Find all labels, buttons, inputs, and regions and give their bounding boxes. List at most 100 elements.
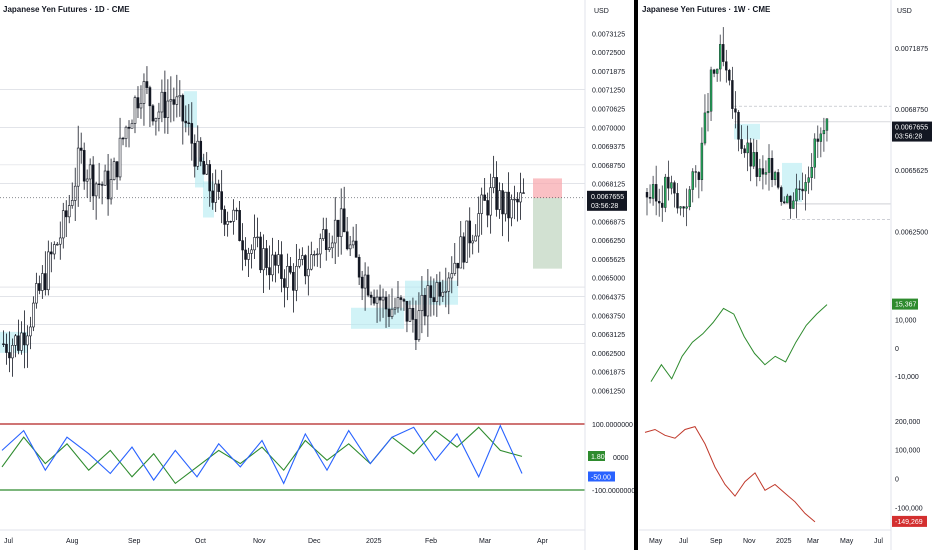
weekly-candle-bull — [679, 206, 682, 209]
weekly-candle-bull — [786, 195, 789, 204]
weekly-candle-bear — [761, 168, 765, 175]
candle-bear — [516, 198, 519, 203]
candle-bull — [130, 123, 134, 129]
weekly-candle-bear — [694, 171, 697, 173]
candle-bear — [223, 209, 226, 225]
candle-bear — [127, 126, 131, 129]
candle-bull — [307, 268, 310, 277]
weekly-candle-bull — [700, 142, 704, 180]
weekly-price-tick: 0.0065625 — [895, 168, 928, 175]
candle-bull — [318, 238, 322, 255]
candle-bear — [145, 81, 149, 88]
candle-bull — [47, 251, 50, 291]
price-tick-label: 0.0061250 — [592, 388, 625, 395]
weekly-candle-bear — [667, 176, 670, 189]
currency-label: USD — [594, 8, 609, 15]
candle-bear — [304, 255, 307, 277]
countdown-value: 03:56:28 — [591, 203, 618, 210]
date-tick-label: Jul — [4, 538, 13, 545]
weekly-date-label: Jul — [874, 538, 883, 545]
price-tick-label: 0.0070625 — [592, 106, 625, 113]
candle-bear — [5, 343, 8, 353]
weekly-price-axis: 0.0071875 0.0068750 0.0065625 0.0062500 0.00… — [890, 0, 932, 550]
candle-bear — [220, 191, 223, 210]
candle-bear — [79, 147, 83, 151]
candle-bull — [232, 209, 235, 222]
candle-bear — [357, 256, 361, 278]
candle-bear — [384, 296, 388, 310]
candle-bear — [501, 190, 504, 215]
weekly-candle-bear — [673, 182, 676, 194]
price-tick-label: 0.0069375 — [592, 144, 625, 151]
candle-bear — [241, 240, 244, 251]
weekly-zones — [734, 105, 891, 220]
weekly-candle-bull — [792, 200, 795, 209]
cot-a-tick: -10,000 — [895, 374, 919, 381]
weekly-candle-bear — [676, 193, 679, 209]
candle-bear — [462, 236, 466, 263]
candle-bull — [310, 254, 313, 270]
candle-bull — [139, 103, 143, 109]
candle-bull — [444, 290, 448, 293]
daily-chart-panel[interactable]: 0.0073125 0.0072500 0.0071875 0.0071250 0.00… — [0, 0, 634, 550]
candle-bear — [399, 297, 403, 300]
price-tick-label: 0.0068125 — [592, 182, 625, 189]
date-tick-label: Feb — [425, 538, 437, 545]
weekly-candle-bull — [804, 182, 807, 192]
candle-bull — [112, 161, 116, 180]
cot-b-badge — [892, 515, 927, 527]
weekly-candle-bear — [755, 152, 759, 177]
weekly-candle-bear — [779, 187, 783, 202]
candle-bull — [408, 307, 412, 322]
weekly-chart-panel[interactable]: 0.0071875 0.0068750 0.0065625 0.0062500 0.00… — [639, 0, 932, 550]
price-tick-label: 0.0061875 — [592, 370, 625, 377]
oscillator-series-blue — [1, 424, 523, 485]
weekly-candle-bull — [706, 111, 710, 114]
panel-divider[interactable] — [634, 0, 638, 550]
weekly-candle-bear — [682, 206, 685, 209]
candle-bull — [315, 253, 319, 256]
candle-bull — [58, 237, 62, 245]
candle-bull — [450, 273, 454, 279]
weekly-date-axis: May Jul Sep Nov 2025 Mar May Jul — [639, 529, 891, 545]
date-axis: Jul Aug Sep Oct Nov Dec 2025 Feb Mar Apr — [0, 529, 585, 545]
candle-bull — [426, 285, 430, 317]
date-tick-label: Mar — [479, 538, 492, 545]
price-grid — [0, 89, 585, 344]
candle-bull — [247, 253, 250, 260]
weekly-date-label: Nov — [743, 538, 756, 545]
candle-bear — [17, 335, 20, 351]
weekly-candle-bear — [697, 172, 701, 180]
price-tick-label: 0.0065000 — [592, 276, 625, 283]
cot-b-badge-value: -149,269 — [895, 519, 923, 526]
daily-chart-svg[interactable]: 0.0073125 0.0072500 0.0071875 0.0071250 0.00… — [0, 0, 634, 550]
price-tick-label: 0.0066250 — [592, 238, 625, 245]
weekly-candle-bear — [722, 44, 725, 62]
candle-bear — [229, 221, 232, 223]
weekly-candle-bull — [664, 176, 667, 208]
price-tick-label: 0.0063750 — [592, 313, 625, 320]
candle-bull — [465, 220, 469, 263]
candle-bear — [181, 95, 185, 122]
weekly-candle-bull — [670, 182, 673, 189]
candle-bull — [381, 296, 385, 301]
weekly-candle-bull — [685, 206, 688, 209]
weekly-candle-bear — [737, 111, 740, 140]
candle-bear — [244, 249, 247, 260]
candle-bear — [187, 122, 191, 124]
weekly-chart-svg[interactable]: 0.0071875 0.0068750 0.0065625 0.0062500 0.00… — [639, 0, 932, 550]
weekly-candle-bear — [743, 148, 746, 154]
candle-bear — [238, 210, 241, 241]
candle-bull — [390, 308, 394, 317]
cot-pane-b — [644, 426, 816, 523]
candle-bull — [250, 249, 253, 254]
cot-a-badge — [892, 298, 918, 310]
candle-bull — [35, 283, 38, 304]
date-tick-label: Apr — [537, 538, 549, 545]
candle-bull — [169, 99, 173, 102]
candle-bull — [313, 254, 316, 256]
candle-bull — [489, 187, 492, 216]
candle-bear — [106, 170, 110, 200]
candle-bear — [432, 297, 436, 303]
candle-bull — [85, 178, 89, 182]
